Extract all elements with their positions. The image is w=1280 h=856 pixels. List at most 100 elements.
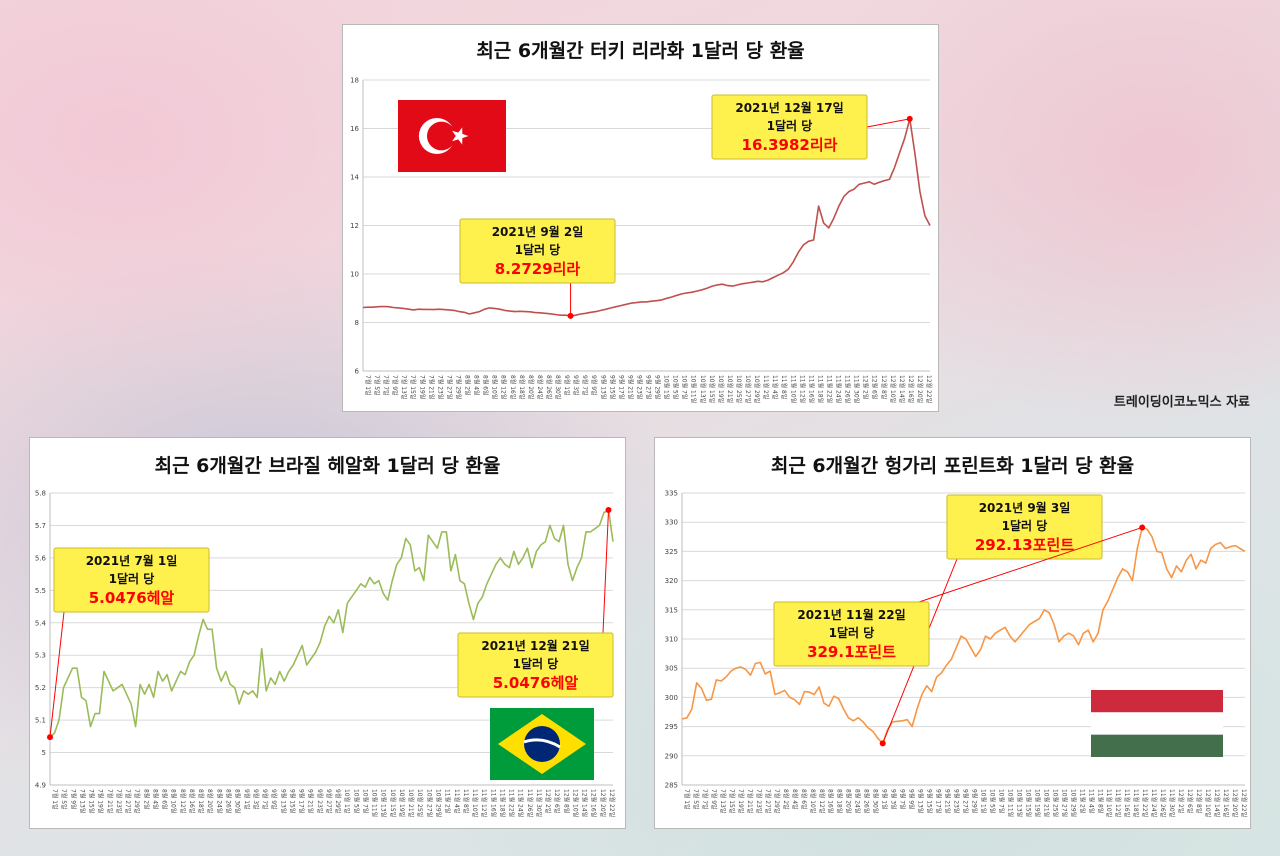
callout-value: 292.13포린트 (975, 536, 1074, 554)
x-tick-label: 9월 23일 (953, 789, 961, 813)
x-tick-label: 10월 5일 (988, 789, 996, 813)
x-tick-label: 8월 6일 (161, 789, 169, 810)
x-tick-label: 10월 25일 (416, 789, 424, 817)
x-tick-label: 7월 29일 (454, 375, 462, 399)
x-tick-label: 9월 1일 (881, 789, 889, 810)
x-tick-label: 7월 1일 (683, 789, 691, 810)
chart-hungary: 최근 6개월간 헝가리 포린트화 1달러 당 환율 285 290 295 300 305… (665, 455, 1248, 817)
x-tick-label: 7월 13일 (78, 789, 86, 813)
x-tick-label: 10월 27일 (1060, 789, 1068, 817)
x-tick-label: 7월 19일 (418, 375, 426, 399)
x-tick-label: 12월 20일 (599, 789, 607, 817)
x-tick-label: 12월 16일 (1222, 789, 1230, 817)
x-tick-label: 9월 23일 (316, 789, 324, 813)
x-tick-label: 7월 1일 (51, 789, 59, 810)
x-tick-label: 7월 9일 (710, 789, 718, 810)
chart-title: 최근 6개월간 헝가리 포린트화 1달러 당 환율 (771, 455, 1134, 477)
callout-value: 16.3982리라 (742, 136, 838, 154)
x-tick-label: 7월 9일 (69, 789, 77, 810)
x-tick-label: 10월 19일 (717, 375, 725, 403)
x-tick-label: 7월 23일 (436, 375, 444, 399)
series-line (49, 509, 614, 738)
x-tick-label: 9월 27일 (645, 375, 653, 399)
x-tick-label: 7월 7일 (701, 789, 709, 810)
callout-box (773, 601, 930, 667)
x-tick-label: 10월 19일 (1033, 789, 1041, 817)
x-tick-label: 11월 24일 (835, 375, 843, 403)
x-tick-label: 8월 26일 (224, 789, 232, 813)
x-tick-label: 9월 15일 (926, 789, 934, 813)
callout-label: 1달러 당 (109, 571, 155, 586)
x-tick-label: 12월 10일 (571, 789, 579, 817)
x-tick-label: 12월 8일 (562, 789, 570, 813)
x-tick-label: 10월 29일 (435, 789, 443, 817)
data-marker (906, 115, 913, 122)
x-tick-label: 9월 15일 (288, 789, 296, 813)
x-tick-label: 10월 15일 (1024, 789, 1032, 817)
y-tick-label: 8 (355, 319, 359, 327)
x-tick-label: 7월 19일 (737, 789, 745, 813)
x-tick-label: 9월 3일 (252, 789, 260, 810)
x-tick-label: 8월 16일 (188, 789, 196, 813)
x-tick-label: 11월 16일 (489, 789, 497, 817)
x-tick-label: 7월 15일 (728, 789, 736, 813)
flag-turkey-icon (398, 100, 506, 172)
flag-brazil-icon (490, 708, 594, 780)
y-tick-label: 5.2 (35, 684, 46, 692)
x-tick-label: 7월 19일 (97, 789, 105, 813)
data-marker (567, 312, 574, 319)
x-tick-label: 10월 5일 (352, 789, 360, 813)
x-tick-label: 9월 21일 (944, 789, 952, 813)
x-tick-label: 8월 4일 (791, 789, 799, 810)
callout-label: 1달러 당 (1002, 518, 1048, 533)
chart-panel-turkey: 최근 6개월간 터키 리라화 1달러 당 환율 6 8 10 12 14 16 18 7월 1일… (342, 24, 939, 412)
y-tick-label: 6 (355, 368, 360, 376)
y-tick-label: 5.1 (35, 717, 46, 725)
x-tick-label: 10월 27일 (744, 375, 752, 403)
x-tick-label: 9월 17일 (935, 789, 943, 813)
x-tick-label: 9월 7일 (581, 375, 589, 396)
callout-value: 5.0476헤알 (89, 589, 175, 607)
x-tick-label: 7월 13일 (719, 789, 727, 813)
x-tick-label: 11월 4일 (1087, 789, 1095, 813)
x-tick-label: 9월 29일 (334, 789, 342, 813)
x-tick-label: 11월 16일 (1123, 789, 1131, 817)
x-tick-label: 11월 24일 (517, 789, 525, 817)
y-tick-label: 5.5 (35, 587, 46, 595)
x-tick-label: 11월 16일 (807, 375, 815, 403)
x-tick-label: 11월 10일 (1105, 789, 1113, 817)
x-tick-label: 8월 30일 (554, 375, 562, 399)
x-tick-label: 12월 2일 (862, 375, 870, 399)
x-tick-label: 12월 8일 (880, 375, 888, 399)
x-tick-label: 12월 8일 (1195, 789, 1203, 813)
callout-box (946, 494, 1103, 560)
x-tick-label: 10월 5일 (672, 375, 680, 399)
x-tick-label: 11월 2일 (444, 789, 452, 813)
callout-box (711, 94, 868, 160)
callout-label: 1달러 당 (829, 625, 875, 640)
x-tick-label: 9월 7일 (261, 789, 269, 810)
x-tick-label: 11월 26일 (844, 375, 852, 403)
x-tick-label: 9월 29일 (970, 789, 978, 813)
x-tick-label: 9월 1일 (243, 789, 251, 810)
x-tick-label: 8월 18일 (836, 789, 844, 813)
x-tick-label: 12월 22일 (1240, 789, 1248, 817)
x-tick-label: 11월 22일 (508, 789, 516, 817)
x-tick-label: 9월 17일 (617, 375, 625, 399)
y-tick-label: 10 (350, 271, 359, 279)
y-tick-label: 12 (350, 222, 359, 230)
y-tick-label: 285 (665, 782, 678, 790)
x-tick-label: 11월 10일 (471, 789, 479, 817)
x-tick-label: 9월 9일 (590, 375, 598, 396)
x-tick-label: 11월 22일 (1141, 789, 1149, 817)
x-tick-label: 9월 17일 (298, 789, 306, 813)
data-marker (879, 740, 886, 747)
y-tick-label: 335 (665, 490, 678, 498)
flag-stripe-white (1091, 712, 1223, 735)
x-tick-label: 11월 10일 (789, 375, 797, 403)
x-tick-label: 8월 4일 (473, 375, 481, 396)
x-tick-label: 8월 10일 (809, 789, 817, 813)
y-tick-label: 5.3 (35, 652, 46, 660)
x-tick-label: 8월 24일 (536, 375, 544, 399)
data-marker (47, 734, 53, 741)
